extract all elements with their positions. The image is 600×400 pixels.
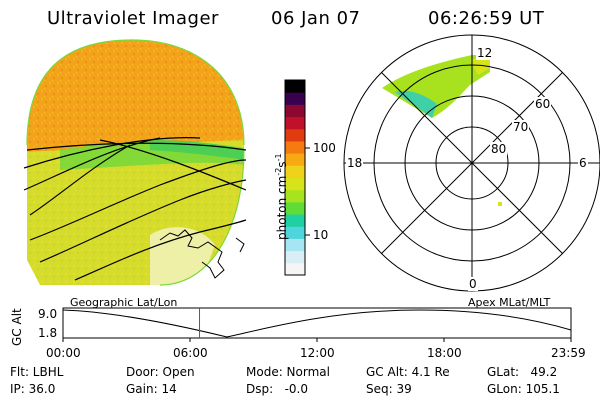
- colorbar-segment: [285, 140, 305, 154]
- colorbar-segment: [285, 250, 305, 264]
- app-title: Ultraviolet Imager: [47, 8, 219, 29]
- colorbar-tick-10: 10: [313, 228, 329, 242]
- mlat-label-80: 80: [490, 142, 508, 156]
- mlt-label-18: 18: [346, 156, 364, 170]
- colorbar-tick-100: 100: [313, 141, 336, 155]
- colorbar-segment: [285, 238, 305, 252]
- mlat-label-70: 70: [512, 120, 530, 134]
- mlt-label-6: 6: [578, 156, 588, 170]
- mlat-label-60: 60: [534, 97, 552, 111]
- colorbar-segment: [285, 226, 305, 239]
- colorbar-segment: [285, 92, 305, 105]
- mlt-label-12: 12: [476, 46, 494, 60]
- status-seq: Seq: 39: [366, 382, 412, 396]
- status-ip: IP: 36.0: [10, 382, 56, 396]
- time-tick-2359: 23:59: [551, 346, 586, 360]
- colorbar-segment: [285, 80, 305, 93]
- time-label: 06:26:59 UT: [428, 8, 545, 29]
- colorbar-segment: [285, 201, 305, 215]
- time-tick-0000: 00:00: [46, 346, 81, 360]
- time-tick-0600: 06:00: [173, 346, 208, 360]
- status-mode: Mode: Normal: [246, 365, 330, 379]
- colorbar-segment: [285, 262, 305, 276]
- status-glat: GLat: 49.2: [487, 365, 558, 379]
- timeline-y-max: 9.0: [38, 307, 58, 321]
- timeline-left-title: Geographic Lat/Lon: [70, 296, 178, 309]
- date-label: 06 Jan 07: [271, 8, 361, 29]
- timeline-right-title: Apex MLat/MLT: [468, 296, 551, 309]
- status-gain: Gain: 14: [126, 382, 177, 396]
- timeline-y-min: 1.8: [38, 326, 58, 340]
- colorbar-segment: [285, 189, 305, 203]
- status-glon: GLon: 105.1: [487, 382, 560, 396]
- colorbar-segment: [285, 128, 305, 142]
- status-door: Door: Open: [126, 365, 195, 379]
- colorbar-segment: [285, 153, 305, 166]
- status-dsp: Dsp: -0.0: [246, 382, 309, 396]
- status-filter: Flt: LBHL: [10, 365, 64, 379]
- colorbar-segment: [285, 165, 305, 178]
- mlt-label-0: 0: [468, 277, 478, 291]
- status-gc-alt: GC Alt: 4.1 Re: [366, 365, 450, 379]
- colorbar-segment: [285, 104, 305, 118]
- time-tick-1800: 18:00: [427, 346, 462, 360]
- time-tick-1200: 12:00: [300, 346, 335, 360]
- colorbar-segment: [285, 116, 305, 130]
- colorbar-segment: [285, 177, 305, 191]
- colorbar-segment: [285, 214, 305, 227]
